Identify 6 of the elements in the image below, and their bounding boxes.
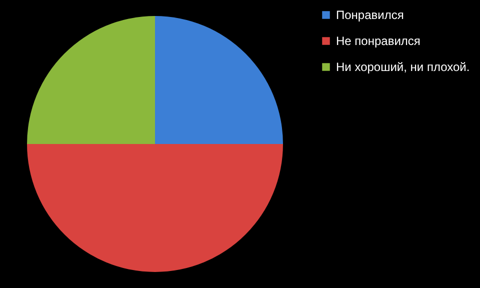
- legend-label: Понравился: [336, 8, 404, 22]
- pie-slice: [27, 144, 283, 272]
- pie-slice: [155, 16, 283, 144]
- pie-slice: [27, 16, 155, 144]
- legend-label: Не понравился: [336, 34, 420, 48]
- legend-label: Ни хороший, ни плохой.: [336, 60, 470, 74]
